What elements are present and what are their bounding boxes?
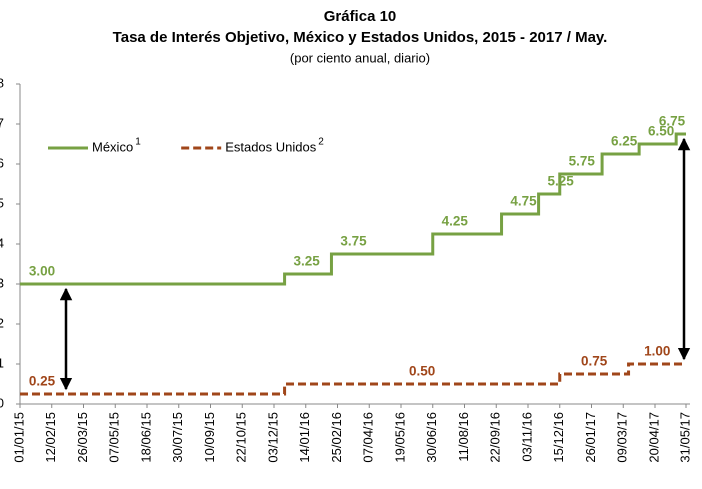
x-tick-label: 30/07/15	[170, 412, 185, 463]
y-tick-label: 3	[0, 275, 4, 290]
y-tick-label: 6	[0, 155, 4, 170]
data-label: 6.50	[648, 124, 674, 139]
x-tick-label: 22/10/15	[234, 412, 249, 463]
x-tick-label: 25/02/16	[329, 412, 344, 463]
data-label: 5.75	[569, 154, 596, 169]
legend-superscript: 1	[135, 137, 141, 148]
data-label: 0.50	[409, 364, 435, 379]
legend-superscript: 2	[318, 137, 324, 148]
y-tick-label: 1	[0, 355, 4, 370]
data-label: 3.75	[340, 234, 367, 249]
x-tick-label: 10/09/15	[202, 412, 217, 463]
y-tick-label: 0	[0, 395, 4, 410]
x-tick-label: 01/01/15	[11, 412, 26, 463]
data-label: 6.75	[659, 114, 686, 129]
x-tick-label: 22/09/16	[488, 412, 503, 463]
x-tick-label: 31/05/17	[677, 412, 692, 463]
data-label: 3.00	[29, 264, 55, 279]
chart-title: Gráfica 10	[324, 8, 397, 25]
x-tick-label: 12/02/15	[43, 412, 58, 463]
data-label: 5.25	[547, 174, 574, 189]
chart-subtitle: Tasa de Interés Objetivo, México y Estad…	[113, 29, 608, 46]
data-label: 6.25	[611, 134, 638, 149]
x-tick-label: 30/06/16	[424, 412, 439, 463]
x-tick-label: 18/06/15	[138, 412, 153, 463]
data-label: 0.25	[29, 374, 56, 389]
x-tick-label: 03/12/15	[265, 412, 280, 463]
legend-label: Estados Unidos	[225, 139, 317, 154]
x-tick-label: 19/05/16	[392, 412, 407, 463]
y-tick-label: 8	[0, 75, 4, 90]
data-label: 3.25	[293, 254, 320, 269]
chart-note: (por ciento anual, diario)	[290, 50, 430, 65]
x-tick-label: 03/11/16	[519, 412, 534, 462]
y-tick-label: 4	[0, 235, 4, 250]
series-line	[20, 132, 686, 286]
x-tick-label: 26/03/15	[75, 412, 90, 463]
y-tick-label: 2	[0, 315, 4, 330]
x-tick-label: 20/04/17	[646, 412, 661, 463]
data-label: 4.25	[442, 214, 469, 229]
data-label: 1.00	[644, 344, 670, 359]
x-tick-label: 26/01/17	[583, 412, 598, 463]
data-label: 4.75	[510, 194, 537, 209]
y-tick-label: 7	[0, 115, 4, 130]
x-tick-label: 14/01/16	[297, 412, 312, 463]
legend-label: México	[92, 139, 133, 154]
x-tick-label: 07/05/15	[107, 412, 122, 463]
data-label: 0.75	[581, 354, 608, 369]
x-tick-label: 15/12/16	[551, 412, 566, 463]
y-tick-label: 5	[0, 195, 4, 210]
series-line	[20, 362, 686, 396]
x-tick-label: 07/04/16	[361, 412, 376, 463]
x-tick-label: 11/08/16	[456, 412, 471, 462]
x-tick-label: 09/03/17	[615, 412, 630, 463]
